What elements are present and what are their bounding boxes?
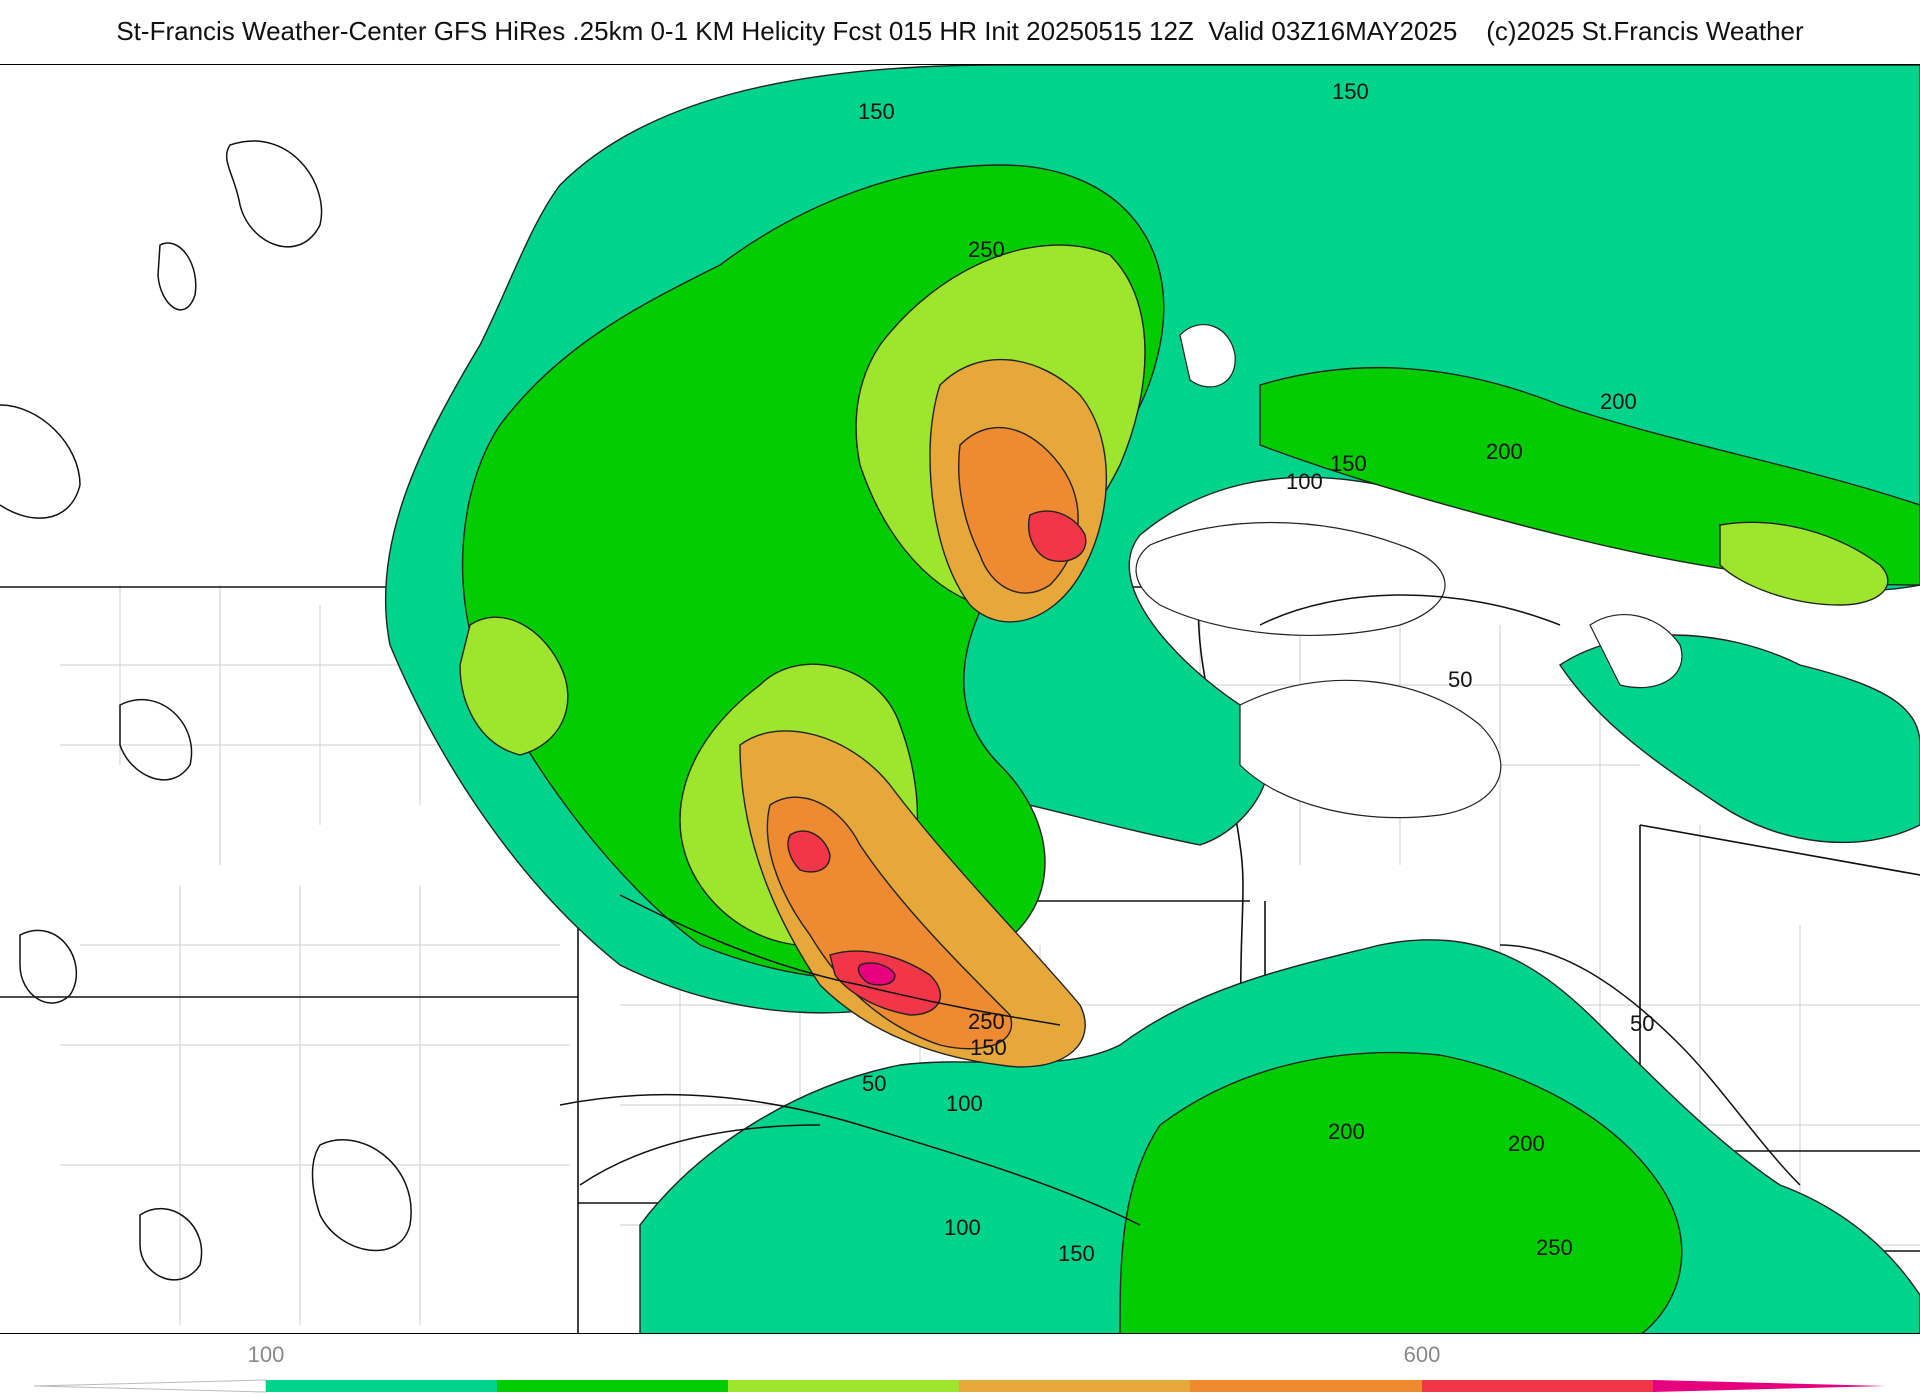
contour-label: 50 xyxy=(1630,1011,1654,1036)
helicity-map: 150 150 250 200 150 200 100 50 250 150 5… xyxy=(0,64,1920,1334)
colorbar-seg-6 xyxy=(1422,1380,1653,1392)
colorbar-seg-3 xyxy=(728,1380,959,1392)
chart-title: St-Francis Weather-Center GFS HiRes .25k… xyxy=(116,16,1804,46)
color-legend: 100 600 xyxy=(0,1340,1920,1400)
colorbar-tick-100: 100 xyxy=(247,1342,285,1367)
colorbar-seg-2 xyxy=(497,1380,728,1392)
low-helicity-areas xyxy=(1135,324,1683,819)
fill-150-south xyxy=(1119,1051,1683,1333)
contour-label: 100 xyxy=(944,1215,981,1240)
contour-lines xyxy=(0,140,1801,1281)
fill-200-east xyxy=(1719,521,1889,606)
colorbar-segments xyxy=(33,1379,1886,1393)
contour-label: 200 xyxy=(1600,389,1637,414)
contour-label: 200 xyxy=(1486,439,1523,464)
contour-label: 50 xyxy=(1448,667,1472,692)
colorbar-seg-7 xyxy=(1653,1380,1886,1392)
colorbar-seg-4 xyxy=(959,1380,1190,1392)
contour-label-group: 150 150 250 200 150 200 100 50 250 150 5… xyxy=(858,79,1654,1266)
helicity-fills xyxy=(384,65,1920,1333)
contour-label: 250 xyxy=(1536,1235,1573,1260)
fill-400-mid xyxy=(787,830,831,873)
contour-label: 100 xyxy=(1286,469,1323,494)
contour-label: 200 xyxy=(1328,1119,1365,1144)
colorbar-tick-600: 600 xyxy=(1403,1342,1441,1367)
fill-400-north xyxy=(1028,510,1087,562)
fill-200-west xyxy=(459,616,569,756)
colorbar-seg-1 xyxy=(266,1380,497,1392)
contour-label: 150 xyxy=(970,1035,1007,1060)
contour-label: 150 xyxy=(1330,451,1367,476)
fill-600-core xyxy=(857,962,896,986)
contour-label: 150 xyxy=(1332,79,1369,104)
colorbar-seg-0 xyxy=(33,1379,267,1393)
contour-label: 150 xyxy=(1058,1241,1095,1266)
contour-label: 250 xyxy=(968,237,1005,262)
contour-label: 100 xyxy=(946,1091,983,1116)
contour-label: 250 xyxy=(968,1009,1005,1034)
colorbar-seg-5 xyxy=(1190,1380,1422,1392)
contour-label: 50 xyxy=(862,1071,886,1096)
contour-label: 150 xyxy=(858,99,895,124)
contour-label: 200 xyxy=(1508,1131,1545,1156)
